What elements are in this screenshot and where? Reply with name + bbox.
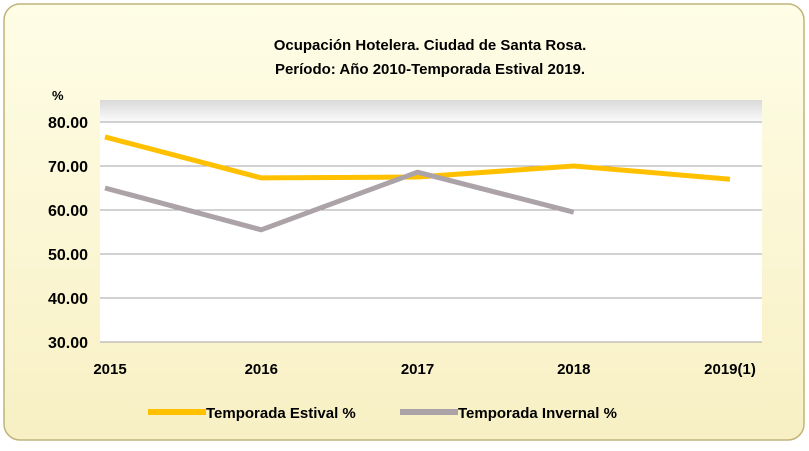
- y-tick-label: 70.00: [48, 159, 88, 176]
- legend-label: Temporada Invernal %: [458, 405, 617, 422]
- series-line: [104, 169, 575, 233]
- x-tick-label: 2019(1): [704, 361, 756, 378]
- x-tick-label: 2017: [401, 361, 434, 378]
- plot-area: [100, 100, 762, 342]
- y-axis-label: %: [52, 88, 64, 103]
- chart-title: Ocupación Hotelera. Ciudad de Santa Rosa…: [274, 37, 587, 54]
- y-tick-label: 40.00: [48, 291, 88, 308]
- x-tick-label: 2016: [245, 361, 278, 378]
- x-tick-label: 2018: [557, 361, 590, 378]
- chart-subtitle: Período: Año 2010-Temporada Estival 2019…: [275, 61, 585, 78]
- y-tick-label: 60.00: [48, 203, 88, 220]
- legend-label: Temporada Estival %: [206, 405, 356, 422]
- y-tick-label: 30.00: [48, 335, 88, 352]
- x-tick-label: 2015: [93, 361, 126, 378]
- y-tick-label: 80.00: [48, 115, 88, 132]
- y-tick-label: 50.00: [48, 247, 88, 264]
- series-line: [104, 134, 731, 182]
